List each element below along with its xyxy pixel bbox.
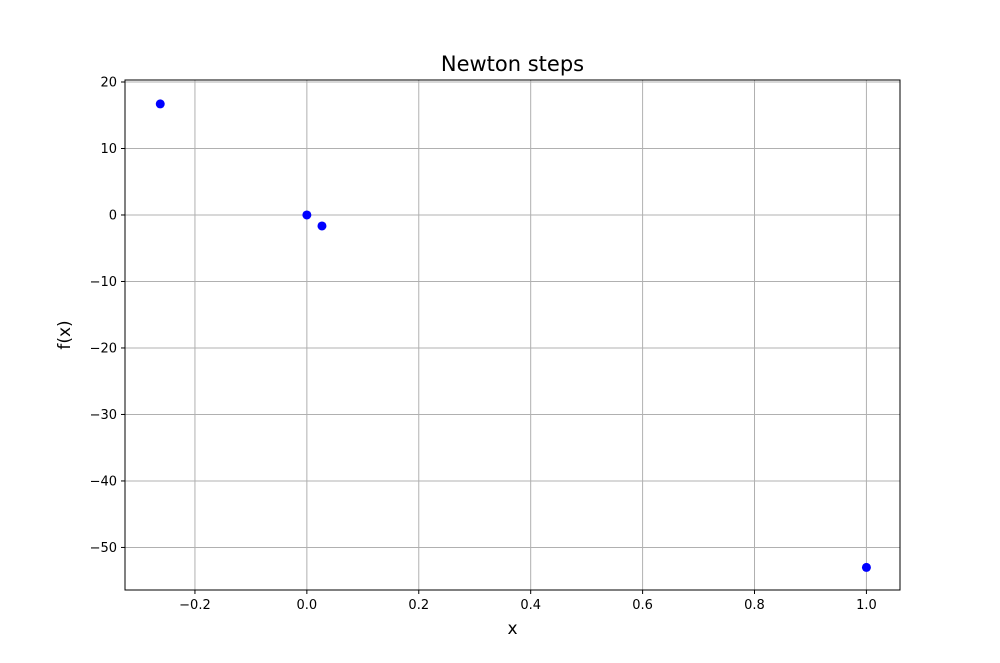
chart-title: Newton steps: [441, 52, 584, 76]
plot-frame: [124, 79, 901, 591]
x-tick-label: −0.2: [179, 598, 211, 613]
y-tick-label: 20: [100, 75, 117, 90]
x-tick-label: 0.8: [744, 598, 765, 613]
x-tick-label: 0.0: [297, 598, 318, 613]
x-tick-label: 0.4: [520, 598, 541, 613]
y-tick-label: 0: [109, 208, 117, 223]
x-tick-label: 1.0: [856, 598, 877, 613]
data-points: [155, 99, 871, 572]
x-axis-title: x: [507, 619, 517, 639]
data-point: [861, 562, 871, 572]
axis-ticks: −0.2 0.0 0.2 0.4 0.6 0.8 1.0 −50 −40 −30 −20 −10 0 10…: [90, 75, 877, 613]
grid: [125, 80, 900, 590]
data-point: [317, 221, 327, 231]
y-tick-label: −40: [90, 474, 117, 489]
y-tick-label: −10: [90, 275, 117, 290]
data-point: [302, 210, 312, 220]
y-tick-label: −30: [90, 408, 117, 423]
y-tick-label: −50: [90, 541, 117, 556]
data-point: [155, 99, 165, 109]
y-tick-label: 10: [100, 142, 117, 157]
y-axis-title: f(x): [55, 320, 75, 349]
x-tick-label: 0.2: [408, 598, 429, 613]
y-tick-label: −20: [90, 341, 117, 356]
x-tick-label: 0.6: [632, 598, 653, 613]
